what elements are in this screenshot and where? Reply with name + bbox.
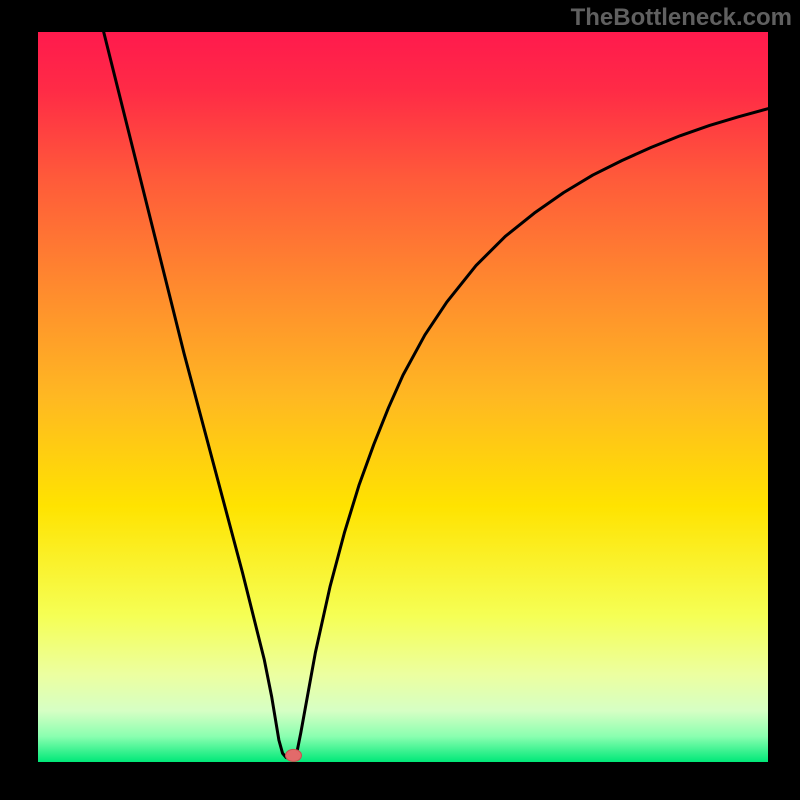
chart-container: TheBottleneck.com <box>0 0 800 800</box>
chart-svg <box>38 32 768 762</box>
gradient-background <box>38 32 768 762</box>
plot-area <box>38 32 768 762</box>
vertex-marker <box>286 749 302 761</box>
watermark-text: TheBottleneck.com <box>571 4 792 32</box>
